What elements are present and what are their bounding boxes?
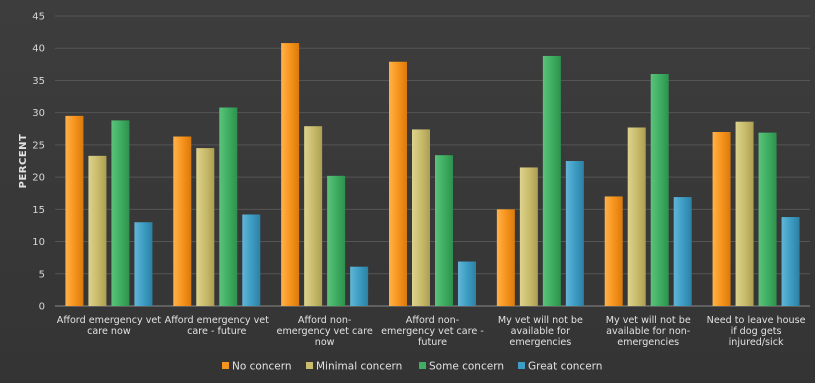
x-category-label: Afford emergency vet care - future: [165, 315, 270, 337]
y-tick-label: 5: [39, 269, 45, 280]
bar-minimal-concern-1: [88, 155, 107, 306]
x-category-label: My vet will not be available for non-emer…: [606, 315, 691, 348]
bar-no-concern-2: [173, 136, 192, 306]
bar-minimal-concern-4: [412, 129, 430, 306]
legend-item-minimal-concern: Minimal concern: [306, 361, 402, 373]
bar-no-concern-6: [604, 196, 623, 306]
bar-no-concern-7: [712, 132, 731, 306]
bar-minimal-concern-5: [519, 167, 538, 306]
bar-minimal-concern-3: [304, 126, 323, 306]
bar-great-concern-5: [565, 161, 584, 306]
x-category-label: Afford emergency vet care now: [57, 315, 162, 337]
bar-some-concern-6: [650, 74, 669, 306]
y-tick-label: 45: [32, 12, 45, 23]
bar-great-concern-1: [134, 222, 153, 306]
legend: No concern Minimal concern Some concern Gre…: [222, 361, 602, 373]
legend-label: Minimal concern: [316, 361, 402, 373]
bar-minimal-concern-7: [735, 121, 754, 306]
bar-no-concern-4: [389, 61, 407, 306]
y-tick-label: 40: [32, 44, 45, 55]
y-tick-label: 25: [32, 140, 45, 151]
legend-label: Some concern: [429, 361, 504, 373]
y-axis-title: PERCENT: [18, 134, 29, 189]
gridlines: [55, 15, 810, 307]
bar-great-concern-6: [673, 197, 692, 306]
bar-minimal-concern-6: [627, 127, 646, 306]
legend-swatch: [222, 362, 229, 369]
bar-some-concern-4: [435, 155, 453, 306]
y-axis-ticks: 0 5 10 15 20 25 30 35 40 45: [32, 12, 45, 313]
legend-swatch: [518, 362, 525, 369]
bar-great-concern-2: [242, 214, 261, 306]
y-tick-label: 30: [32, 108, 45, 119]
x-category-label: Need to leave house if dog gets injured/si…: [707, 315, 806, 348]
legend-swatch: [306, 362, 313, 369]
y-tick-label: 0: [39, 302, 45, 313]
bar-minimal-concern-2: [196, 148, 215, 306]
bar-great-concern-4: [458, 261, 476, 306]
y-tick-label: 10: [32, 237, 45, 248]
legend-swatch: [419, 362, 426, 369]
bar-some-concern-7: [758, 132, 777, 306]
legend-label: No concern: [232, 361, 292, 373]
legend-item-great-concern: Great concern: [518, 361, 602, 373]
bar-great-concern-3: [350, 266, 369, 306]
bar-great-concern-7: [781, 217, 800, 306]
legend-item-some-concern: Some concern: [419, 361, 504, 373]
bar-some-concern-1: [111, 120, 130, 307]
bar-some-concern-3: [327, 175, 346, 306]
bar-some-concern-5: [542, 55, 561, 307]
bars: [65, 43, 800, 307]
bar-some-concern-2: [219, 107, 238, 306]
x-category-label: Afford non-emergency vet care now: [277, 315, 373, 348]
y-tick-label: 15: [32, 205, 45, 216]
y-tick-label: 20: [32, 173, 45, 184]
legend-item-no-concern: No concern: [222, 361, 292, 373]
bar-no-concern-1: [65, 115, 84, 306]
bar-no-concern-3: [281, 43, 300, 307]
y-tick-label: 35: [32, 76, 45, 87]
x-category-label: My vet will not be available for emergenci…: [498, 315, 583, 348]
legend-label: Great concern: [528, 361, 602, 373]
x-category-label: Afford non-emergency vet care -future: [381, 315, 484, 348]
bar-no-concern-5: [496, 209, 515, 306]
